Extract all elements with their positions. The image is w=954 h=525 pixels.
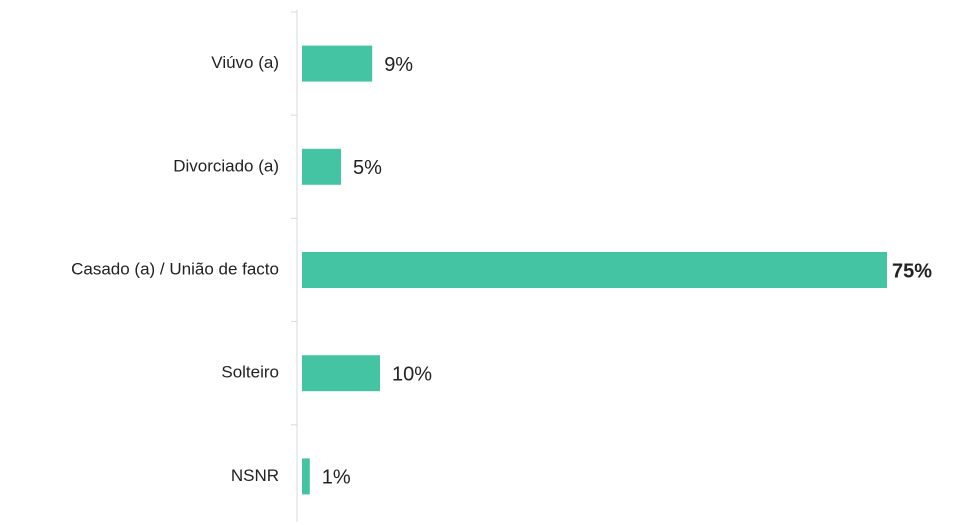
bar [302, 45, 373, 82]
bar [302, 252, 887, 288]
value-label: 10% [392, 363, 432, 385]
y-tick-label: Casado (a) / União de facto [71, 259, 279, 278]
bar [302, 355, 380, 392]
value-label: 1% [322, 467, 351, 489]
y-tick-label: Solteiro [221, 363, 279, 382]
value-label: 9% [384, 54, 413, 76]
value-label: 5% [353, 157, 382, 179]
y-tick-label: Divorciado (a) [173, 156, 279, 175]
value-label: 75% [892, 260, 932, 282]
bar [302, 458, 310, 495]
y-tick-label: NSNR [231, 466, 279, 485]
bar [302, 148, 341, 185]
y-tick-label: Viúvo (a) [211, 53, 279, 72]
